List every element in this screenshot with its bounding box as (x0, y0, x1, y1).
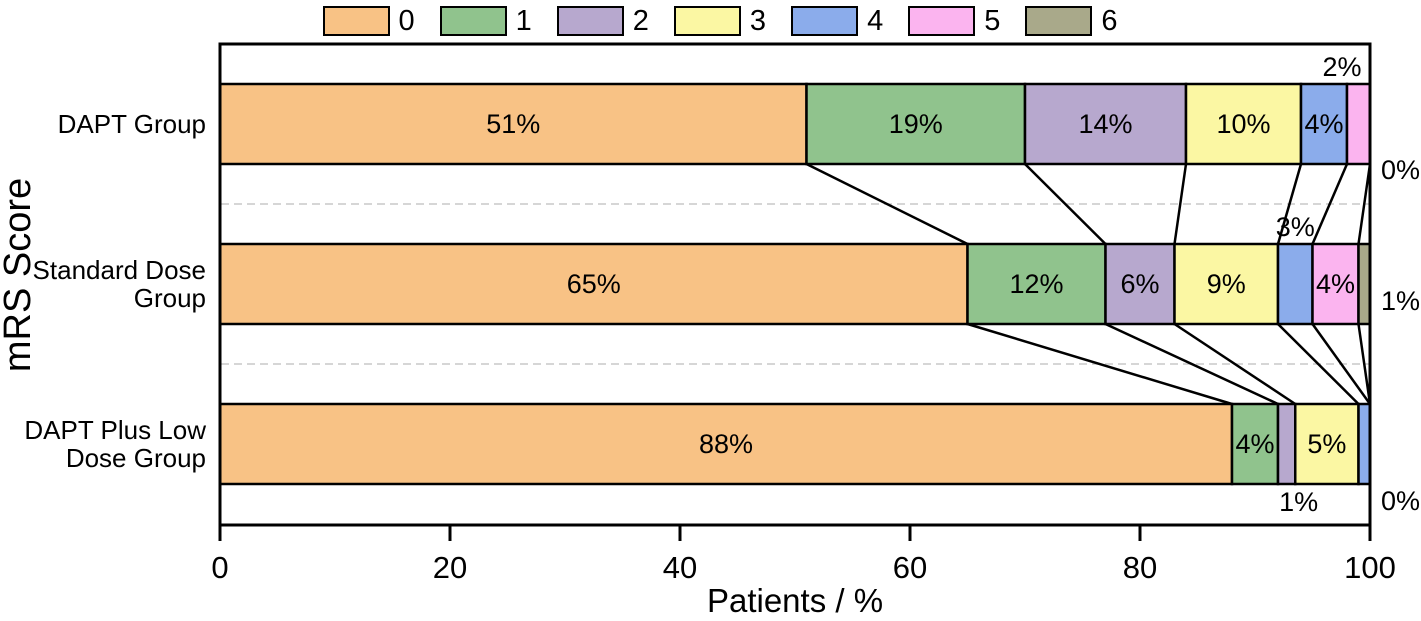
bar-segment (1311, 242, 1360, 326)
legend-item: 5 (908, 6, 1000, 36)
segment-label: 88% (699, 429, 753, 459)
legend-item: 1 (439, 4, 532, 37)
bar-segment (218, 402, 1234, 486)
connector-line (1104, 322, 1279, 406)
legend-label: 4 (867, 4, 884, 37)
segment-label: 4% (1235, 429, 1274, 459)
legend-label: 2 (632, 4, 649, 37)
connector-line (1173, 322, 1296, 406)
x-tick-label: 20 (433, 550, 467, 585)
connector-line (967, 322, 1233, 406)
group-label: Group (134, 283, 206, 313)
legend-swatch (1025, 6, 1093, 36)
segment-label: 4% (1304, 109, 1343, 139)
legend-swatch (908, 6, 976, 36)
legend-item: 0 (322, 4, 415, 37)
x-tick-label: 60 (893, 550, 927, 585)
segment-label: 65% (567, 269, 621, 299)
legend-label: 0 (398, 4, 415, 37)
group-label: DAPT Group (58, 109, 206, 139)
legend-label: 6 (1101, 4, 1118, 37)
bar-segment (1173, 242, 1280, 326)
bar-segment (1345, 82, 1372, 166)
legend-label: 5 (984, 4, 1001, 37)
legend-item: 6 (1025, 6, 1117, 36)
bar-segment (1294, 402, 1360, 486)
bar-segment (805, 82, 1027, 166)
bar-segment (1276, 242, 1314, 326)
x-axis-label: Patients / % (707, 582, 883, 619)
segment-label: 6% (1120, 269, 1159, 299)
bar-segment (1299, 82, 1349, 166)
legend-item: 2 (556, 4, 649, 37)
segment-label: 14% (1078, 109, 1132, 139)
legend-item: 3 (673, 4, 767, 37)
connector-line (1277, 323, 1360, 405)
x-tick-label: 0 (211, 550, 228, 585)
bar-segment (1357, 242, 1372, 326)
legend-swatch (673, 6, 741, 36)
legend-item: 4 (791, 6, 883, 36)
bar-segment (218, 82, 808, 166)
connector-line (1173, 163, 1188, 245)
connector-line (1276, 163, 1303, 245)
connector-line (805, 162, 969, 246)
segment-label: 19% (889, 109, 943, 139)
segment-label: 3% (1276, 212, 1315, 242)
legend-swatch (322, 6, 390, 36)
bar-segment (966, 242, 1107, 326)
bar-segment (1104, 242, 1176, 326)
segment-label: 1% (1381, 286, 1420, 316)
connector-line (1024, 163, 1107, 245)
group-label: Standard Dose (33, 255, 206, 285)
connector-line (1311, 323, 1372, 405)
x-tick-label: 40 (663, 550, 697, 585)
segment-label: 5% (1307, 429, 1346, 459)
group-label: Dose Group (66, 443, 206, 473)
segment-label: 9% (1207, 269, 1246, 299)
legend-swatch (439, 6, 507, 36)
segment-label: 0% (1381, 486, 1420, 516)
connector-line (1357, 163, 1372, 245)
bar-segment (1357, 402, 1372, 486)
segment-label: 51% (486, 109, 540, 139)
group-label: DAPT Plus Low (24, 415, 206, 445)
legend: 0 1 2 3 4 5 6 (100, 3, 1340, 39)
segment-label: 10% (1216, 109, 1270, 139)
legend-swatch (791, 6, 859, 36)
segment-label: 2% (1322, 52, 1361, 82)
segment-label: 0% (1381, 155, 1420, 185)
connector-line (1357, 323, 1372, 405)
bar-segment (1276, 402, 1297, 486)
segment-label: 12% (1009, 269, 1063, 299)
legend-swatch (556, 6, 624, 36)
bar-segment (1184, 82, 1303, 166)
bar-segment (1230, 402, 1280, 486)
x-tick-label: 80 (1123, 550, 1157, 585)
connector-line (1311, 163, 1349, 245)
y-axis-label: mRS Score (0, 178, 39, 372)
plot-frame (218, 42, 1372, 527)
legend-label: 3 (749, 4, 767, 37)
segment-label: 1% (1279, 487, 1318, 517)
x-tick-label: 100 (1344, 550, 1396, 585)
legend-label: 1 (515, 4, 532, 37)
segment-label: 4% (1316, 269, 1355, 299)
